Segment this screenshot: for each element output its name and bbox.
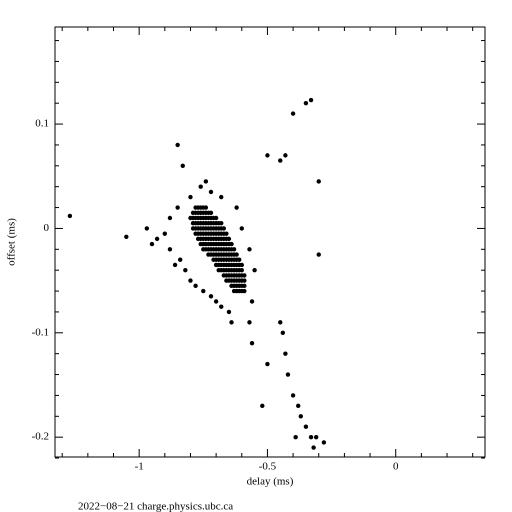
point: [188, 194, 193, 200]
point: [249, 299, 255, 304]
point: [162, 231, 168, 236]
point: [172, 262, 178, 268]
point: [242, 278, 247, 283]
y-tick-label: -0.1: [32, 326, 49, 338]
point: [234, 252, 239, 257]
point: [283, 153, 288, 158]
point: [124, 234, 129, 239]
point: [203, 179, 209, 184]
x-tick-label: -0.5: [259, 461, 277, 473]
point: [278, 158, 283, 163]
point: [265, 361, 270, 367]
y-axis-label: offset (ms): [6, 218, 18, 266]
point: [252, 267, 257, 273]
point: [167, 247, 173, 252]
point: [67, 213, 73, 219]
y-tick-label: 0: [44, 222, 50, 234]
point: [180, 163, 185, 169]
point: [237, 257, 242, 262]
point: [224, 231, 229, 236]
point: [219, 221, 224, 226]
point: [154, 236, 160, 242]
point: [219, 194, 224, 200]
y-tick-label: 0.1: [35, 118, 49, 130]
x-tick-label: 0: [393, 461, 399, 473]
point: [234, 205, 239, 210]
point: [175, 142, 180, 148]
point: [149, 241, 155, 247]
point: [208, 210, 214, 215]
point: [201, 288, 206, 294]
plot-frame: [54, 26, 486, 458]
point: [316, 252, 321, 257]
point: [242, 273, 247, 278]
point: [316, 179, 321, 184]
point: [242, 288, 247, 294]
point: [208, 294, 214, 299]
point: [239, 267, 244, 273]
x-tick-label: -1: [135, 461, 144, 473]
point: [239, 226, 244, 231]
point: [311, 445, 316, 450]
point: [260, 403, 265, 409]
point: [193, 283, 198, 289]
point: [308, 434, 314, 440]
point: [183, 267, 188, 273]
point: [313, 434, 319, 440]
point: [308, 97, 314, 103]
point: [283, 351, 288, 356]
point: [175, 205, 180, 210]
point: [303, 424, 309, 429]
point: [280, 330, 286, 336]
point: [303, 100, 309, 106]
point: [298, 414, 303, 419]
point: [229, 320, 234, 325]
point: [321, 440, 327, 445]
point: [213, 215, 219, 221]
point: [296, 403, 301, 409]
point: [247, 320, 252, 325]
y-tick-label: -0.2: [32, 431, 49, 443]
point: [221, 226, 227, 231]
point: [249, 341, 255, 346]
point: [226, 309, 232, 315]
point: [203, 205, 209, 210]
point: [293, 434, 298, 440]
point: [198, 184, 203, 189]
point: [229, 241, 234, 247]
point: [239, 262, 244, 268]
point: [290, 393, 296, 398]
point: [265, 153, 270, 158]
point: [242, 283, 247, 289]
point: [213, 299, 219, 304]
point: [285, 372, 291, 377]
point: [226, 236, 232, 242]
point: [167, 215, 173, 221]
point: [144, 226, 150, 231]
point: [231, 247, 237, 252]
point: [219, 304, 224, 309]
point: [247, 247, 252, 252]
point: [188, 278, 193, 283]
point: [178, 257, 183, 262]
point: [208, 189, 214, 195]
point: [278, 320, 283, 325]
x-axis-label: delay (ms): [247, 476, 294, 488]
point: [290, 111, 296, 116]
footer: 2022−08−21 charge.physics.ubc.ca: [78, 501, 233, 512]
